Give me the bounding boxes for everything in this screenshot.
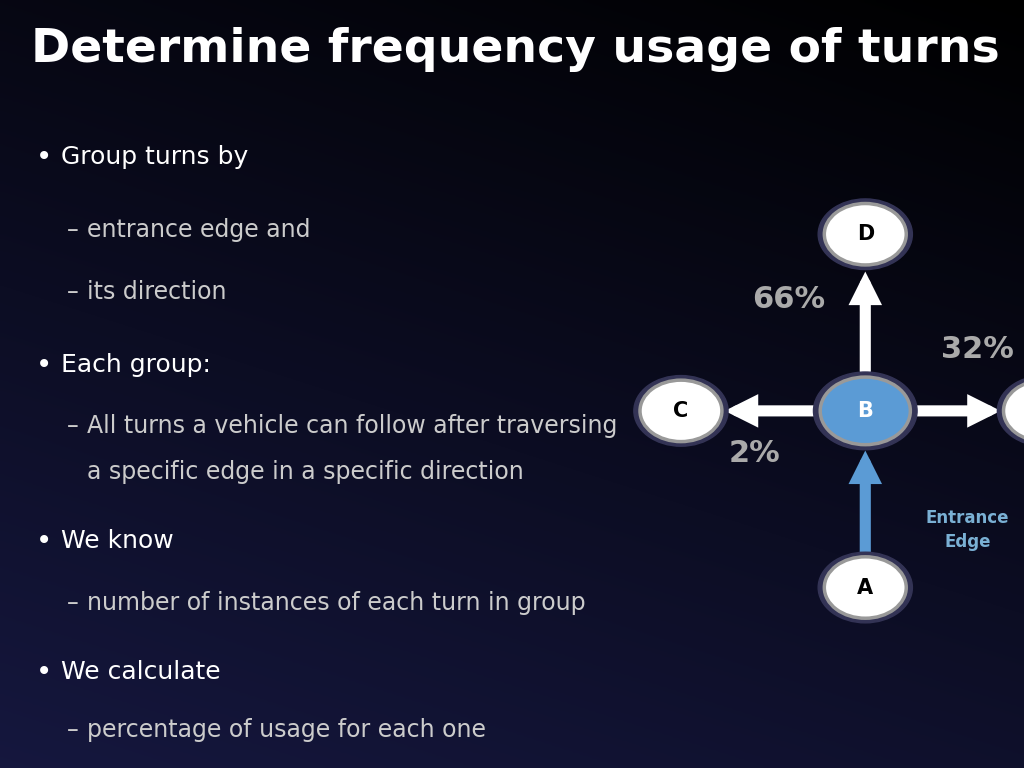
Text: number of instances of each turn in group: number of instances of each turn in grou…	[87, 591, 586, 615]
Text: Entrance
Edge: Entrance Edge	[926, 509, 1010, 551]
Circle shape	[634, 376, 728, 446]
Text: •: •	[36, 144, 52, 171]
Text: A: A	[857, 578, 873, 598]
Text: D: D	[857, 224, 873, 244]
Circle shape	[997, 376, 1024, 446]
Text: Group turns by: Group turns by	[61, 145, 249, 170]
Text: 2%: 2%	[729, 439, 780, 468]
Text: We calculate: We calculate	[61, 660, 221, 684]
Circle shape	[818, 552, 912, 623]
Text: Each group:: Each group:	[61, 353, 211, 377]
Text: –: –	[67, 280, 78, 304]
Text: B: B	[857, 401, 873, 421]
Text: All turns a vehicle can follow after traversing: All turns a vehicle can follow after tra…	[87, 414, 617, 439]
Text: C: C	[674, 401, 688, 421]
Text: –: –	[67, 414, 78, 439]
Text: Determine frequency usage of turns: Determine frequency usage of turns	[31, 28, 999, 72]
Text: –: –	[67, 591, 78, 615]
Text: entrance edge and: entrance edge and	[87, 218, 310, 243]
Circle shape	[824, 204, 906, 265]
Text: its direction: its direction	[87, 280, 226, 304]
Text: 32%: 32%	[941, 335, 1015, 364]
Circle shape	[640, 380, 722, 442]
Circle shape	[813, 372, 918, 450]
Circle shape	[820, 377, 910, 445]
Circle shape	[818, 199, 912, 270]
Text: –: –	[67, 717, 78, 742]
Circle shape	[824, 557, 906, 618]
Text: •: •	[36, 351, 52, 379]
Text: –: –	[67, 218, 78, 243]
Text: •: •	[36, 658, 52, 686]
Text: percentage of usage for each one: percentage of usage for each one	[87, 717, 486, 742]
Text: •: •	[36, 528, 52, 555]
Text: We know: We know	[61, 529, 174, 554]
Circle shape	[1004, 380, 1024, 442]
Text: 66%: 66%	[752, 285, 825, 314]
Text: a specific edge in a specific direction: a specific edge in a specific direction	[87, 460, 524, 485]
